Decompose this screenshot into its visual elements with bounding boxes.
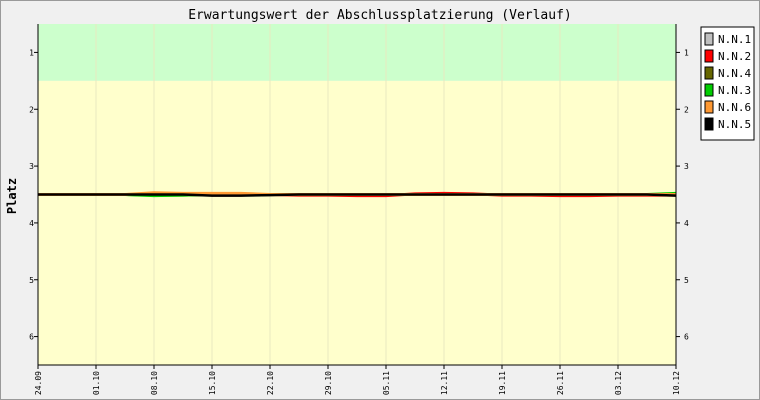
- legend-swatch-4: [704, 100, 714, 114]
- legend-swatch-0: [704, 32, 714, 46]
- legend-entry: N.N.3: [718, 84, 751, 97]
- y-tick-label-right: 4: [684, 219, 689, 228]
- legend-entry: N.N.1: [718, 33, 751, 46]
- y-tick-label-right: 3: [684, 162, 689, 171]
- x-tick-label: 03.12: [614, 371, 623, 395]
- legend-swatch-5: [704, 117, 714, 131]
- legend-entry: N.N.4: [718, 67, 751, 80]
- legend-entry: N.N.5: [718, 118, 751, 131]
- x-tick-label: 05.11: [382, 371, 391, 395]
- x-tick-label: 22.10: [266, 371, 275, 395]
- y-tick-label-right: 1: [684, 48, 689, 57]
- series-lines: [38, 191, 677, 198]
- x-tick-label: 15.10: [208, 371, 217, 395]
- y-tick-label-left: 4: [29, 219, 34, 228]
- y-tick-label-right: 6: [684, 333, 689, 342]
- series-line-5: [38, 193, 677, 197]
- x-tick-label: 08.10: [150, 371, 159, 395]
- band-0: [38, 24, 676, 81]
- y-axis-label: Platz: [5, 178, 19, 214]
- y-tick-label-left: 2: [29, 105, 34, 114]
- x-tick-label: 12.11: [440, 371, 449, 395]
- y-tick-label-left: 1: [29, 48, 34, 57]
- legend: N.N.1 N.N.2 N.N.4 N.N.3 N.N.6 N.N.5: [700, 26, 755, 141]
- y-tick-label-right: 2: [684, 105, 689, 114]
- x-tick-label: 01.10: [92, 371, 101, 395]
- chart-title: Erwartungswert der Abschlussplatzierung …: [188, 8, 572, 23]
- x-tick-label: 10.12: [672, 371, 681, 395]
- y-tick-label-left: 5: [29, 276, 34, 285]
- y-tick-label-left: 6: [29, 333, 34, 342]
- legend-swatch-3: [704, 83, 714, 97]
- band-1: [38, 80, 676, 365]
- legend-entry: N.N.2: [718, 50, 751, 63]
- legend-swatch-2: [704, 66, 714, 80]
- background-bands: [38, 24, 676, 365]
- x-tick-label: 29.10: [324, 371, 333, 395]
- y-tick-label-left: 3: [29, 162, 34, 171]
- legend-swatch-1: [704, 49, 714, 63]
- x-tick-label: 26.11: [556, 371, 565, 395]
- y-tick-label-right: 5: [684, 276, 689, 285]
- x-tick-label: 24.09: [34, 371, 43, 395]
- axes: 1 1 2 2 3 3 4 4 5 5 6 6 24.09 01.10 08.10 15.10 22.10 29.…: [29, 24, 689, 395]
- legend-entry: N.N.6: [718, 101, 751, 114]
- x-tick-label: 19.11: [498, 371, 507, 395]
